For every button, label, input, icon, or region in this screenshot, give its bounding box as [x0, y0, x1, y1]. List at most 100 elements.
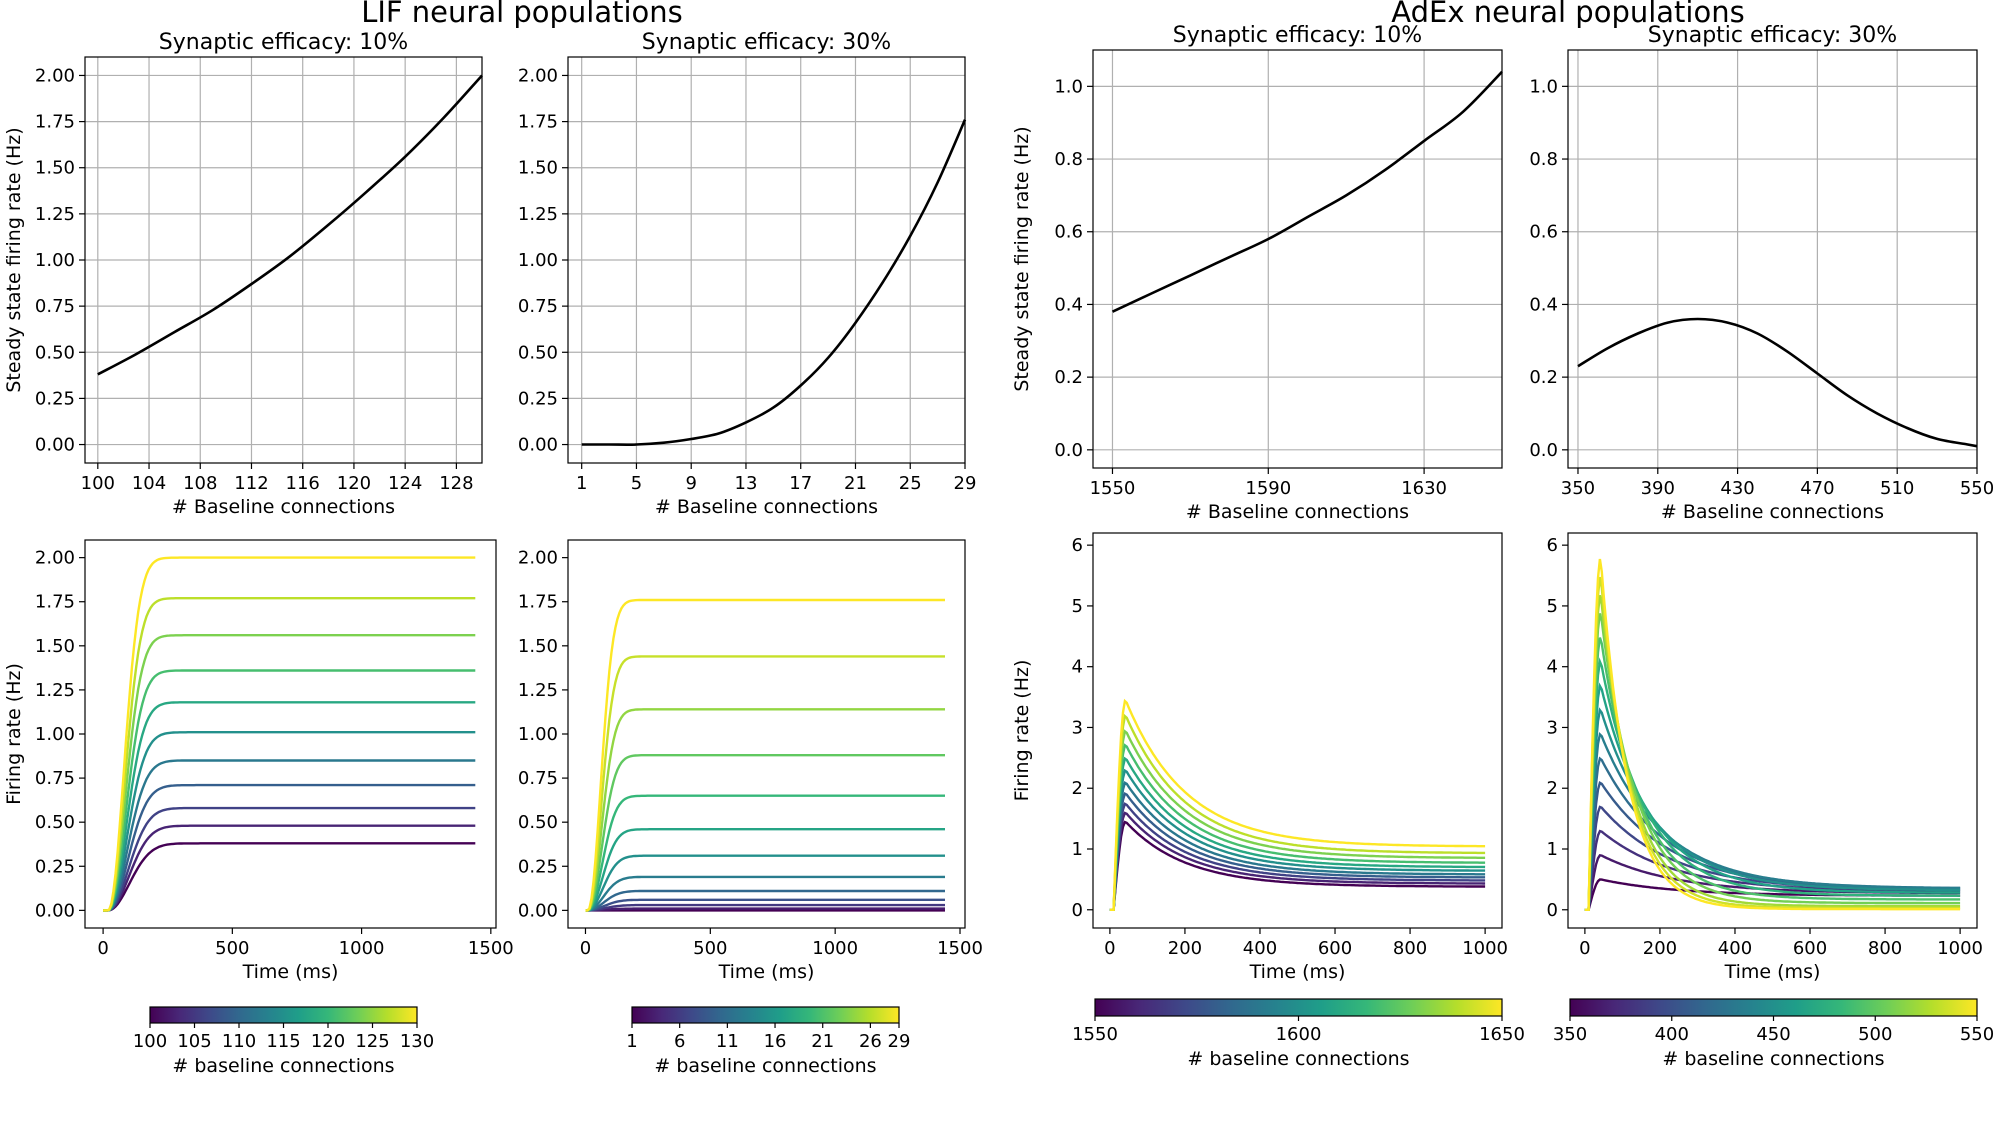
y-tick-label: 0.25 — [518, 388, 558, 409]
y-tick-label: 0.00 — [35, 900, 75, 921]
series-line — [103, 597, 476, 912]
series-line — [1584, 576, 1961, 911]
x-axis-label: # Baseline connections — [1186, 501, 1409, 523]
colorbar-tick-label: 400 — [1655, 1024, 1689, 1045]
colorbar-tick-label: 1600 — [1276, 1024, 1322, 1045]
x-tick-label: 470 — [1800, 478, 1834, 499]
x-tick-label: 0 — [1579, 938, 1590, 959]
x-tick-label: 29 — [954, 473, 977, 494]
y-tick-label: 1.00 — [35, 724, 75, 745]
x-tick-label: 5 — [631, 473, 642, 494]
colorbar-tick-label: 350 — [1553, 1024, 1587, 1045]
colorbar-gradient — [1569, 998, 1978, 1017]
series-line — [585, 794, 945, 912]
data-line — [97, 74, 483, 376]
colorbar-tick-label: 110 — [222, 1031, 256, 1052]
series-line — [585, 854, 945, 912]
series-line — [103, 731, 476, 912]
axes-frame — [84, 539, 497, 929]
x-tick-label: 112 — [234, 473, 268, 494]
data-line — [581, 119, 967, 446]
panel-title: Synaptic efficacy: 10% — [1173, 23, 1422, 48]
y-tick-label: 0.4 — [1529, 294, 1558, 315]
colorbar-tick-label: 29 — [888, 1031, 911, 1052]
series-line — [1584, 558, 1961, 911]
y-tick-label: 0.8 — [1054, 149, 1083, 170]
series-line — [1109, 743, 1486, 911]
series-line — [585, 655, 945, 912]
x-tick-label: 350 — [1561, 478, 1595, 499]
colorbar-label: # baseline connections — [1187, 1048, 1409, 1070]
x-tick-label: 17 — [789, 473, 812, 494]
y-tick-label: 0.2 — [1054, 367, 1083, 388]
y-tick-label: 0.25 — [518, 856, 558, 877]
x-tick-label: 1000 — [1937, 938, 1983, 959]
adex-ts-10-panel: 0 200 400 600 800 1000 0 1 2 3 4 5 6 Time (ms) Firing … — [1011, 532, 1525, 1070]
panel-title: Synaptic efficacy: 10% — [159, 30, 408, 55]
series-line — [1109, 811, 1486, 911]
colorbar-tick-label: 11 — [716, 1031, 739, 1052]
y-tick-label: 2 — [1547, 778, 1558, 799]
series-line — [103, 842, 476, 912]
x-tick-label: 128 — [439, 473, 473, 494]
x-tick-label: 0 — [97, 938, 108, 959]
adex-ts-10-colorbar: 1550 1600 1650 # baseline connections — [1072, 998, 1525, 1070]
x-tick-label: 1500 — [468, 938, 514, 959]
y-tick-label: 2 — [1072, 778, 1083, 799]
series-line — [1584, 657, 1961, 911]
y-tick-label: 1.50 — [35, 158, 75, 179]
axes-frame — [1092, 532, 1503, 929]
series-line — [1109, 713, 1486, 911]
colorbar-label: # baseline connections — [1662, 1048, 1884, 1070]
x-axis-label: Time (ms) — [1249, 961, 1346, 983]
colorbar-tick-label: 1 — [626, 1031, 637, 1052]
x-axis-label: # Baseline connections — [655, 496, 878, 518]
x-tick-label: 400 — [1718, 938, 1752, 959]
y-tick-label: 0.50 — [35, 812, 75, 833]
x-axis-label: Time (ms) — [1724, 961, 1821, 983]
axes-frame — [567, 56, 966, 464]
series-line — [585, 889, 945, 912]
data-line — [1577, 317, 1978, 448]
x-tick-label: 200 — [1168, 938, 1202, 959]
series-line — [1109, 802, 1486, 911]
x-tick-label: 100 — [81, 473, 115, 494]
x-tick-label: 120 — [337, 473, 371, 494]
x-tick-label: 600 — [1318, 938, 1352, 959]
x-tick-label: 800 — [1868, 938, 1902, 959]
x-tick-label: 1550 — [1090, 478, 1136, 499]
colorbar-label: # baseline connections — [172, 1055, 394, 1077]
colorbar-tick-label: 130 — [400, 1031, 434, 1052]
axes-frame — [1567, 532, 1978, 929]
colorbar-tick-label: 26 — [859, 1031, 882, 1052]
y-tick-label: 1.25 — [518, 204, 558, 225]
series-line — [103, 783, 476, 912]
series-line — [103, 759, 476, 912]
series-line — [1584, 595, 1961, 911]
series-line — [1109, 729, 1486, 911]
series-line — [585, 598, 945, 912]
x-tick-label: 104 — [132, 473, 166, 494]
axes-frame — [1092, 49, 1503, 469]
y-tick-label: 1.50 — [35, 636, 75, 657]
x-axis-label: # Baseline connections — [172, 496, 395, 518]
y-tick-label: 0.2 — [1529, 367, 1558, 388]
x-tick-label: 400 — [1243, 938, 1277, 959]
series-line — [1109, 780, 1486, 911]
lif-ts-10-panel: 0 500 1000 1500 0.00 0.25 0.50 0.75 1.00 1.25 1.50… — [3, 539, 514, 1077]
adex-ts-30-colorbar: 350 400 450 500 550 # baseline connections — [1553, 998, 1994, 1070]
x-tick-label: 800 — [1393, 938, 1427, 959]
y-axis-label: Firing rate (Hz) — [1011, 660, 1033, 802]
y-tick-label: 1.75 — [35, 112, 75, 133]
series-line — [1584, 613, 1961, 911]
colorbar-tick-label: 6 — [674, 1031, 685, 1052]
colorbar-tick-label: 550 — [1960, 1024, 1994, 1045]
adex-ts-30-panel: 0 200 400 600 800 1000 0 1 2 3 4 5 6 Time (ms) 350 400 4… — [1547, 532, 1994, 1070]
axes-frame — [1567, 49, 1978, 469]
x-tick-label: 1500 — [937, 938, 983, 959]
y-tick-label: 0.75 — [35, 296, 75, 317]
x-tick-label: 0 — [1104, 938, 1115, 959]
series-line — [1109, 698, 1486, 911]
y-tick-label: 5 — [1072, 596, 1083, 617]
colorbar-tick-label: 105 — [177, 1031, 211, 1052]
